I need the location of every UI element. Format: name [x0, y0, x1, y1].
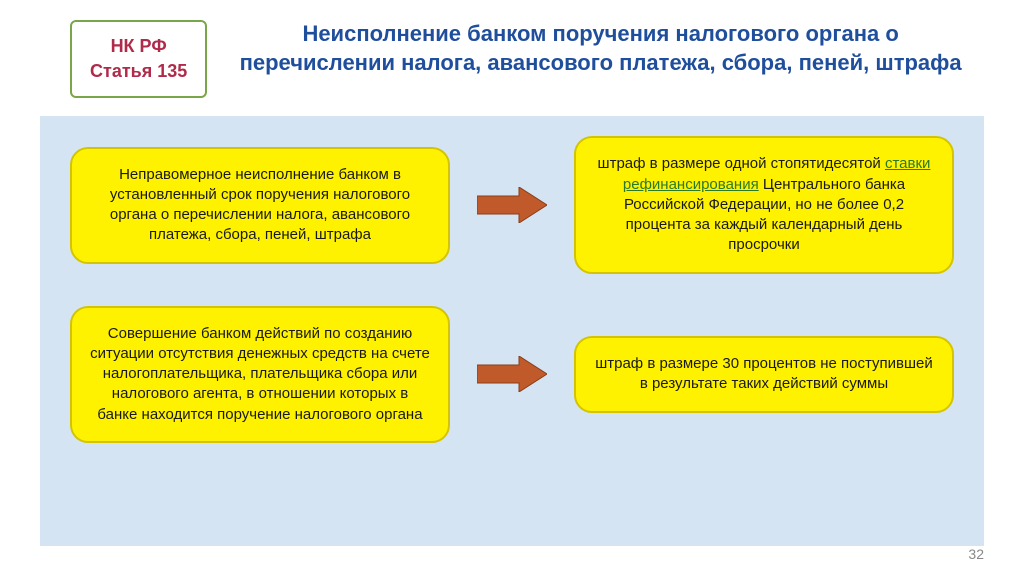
violation-box: Неправомерное неисполнение банком в уста…: [70, 147, 450, 264]
penalty-text-pre: штраф в размере одной стопятидесятой: [598, 155, 885, 172]
penalty-box: штраф в размере одной стопятидесятой ста…: [574, 136, 954, 273]
badge-line1: НК РФ: [90, 34, 187, 59]
arrow-icon: [477, 356, 547, 392]
badge-line2: Статья 135: [90, 59, 187, 84]
flow-row: Совершение банком действий по созданию с…: [70, 306, 954, 443]
flow-row: Неправомерное неисполнение банком в уста…: [70, 136, 954, 273]
page-number: 32: [968, 546, 984, 562]
content-panel: Неправомерное неисполнение банком в уста…: [40, 116, 984, 546]
violation-box: Совершение банком действий по созданию с…: [70, 306, 450, 443]
penalty-box: штраф в размере 30 процентов не поступив…: [574, 336, 954, 413]
page-title: Неисполнение банком поручения налогового…: [237, 20, 964, 77]
article-badge: НК РФ Статья 135: [70, 20, 207, 98]
arrow-icon: [477, 187, 547, 223]
